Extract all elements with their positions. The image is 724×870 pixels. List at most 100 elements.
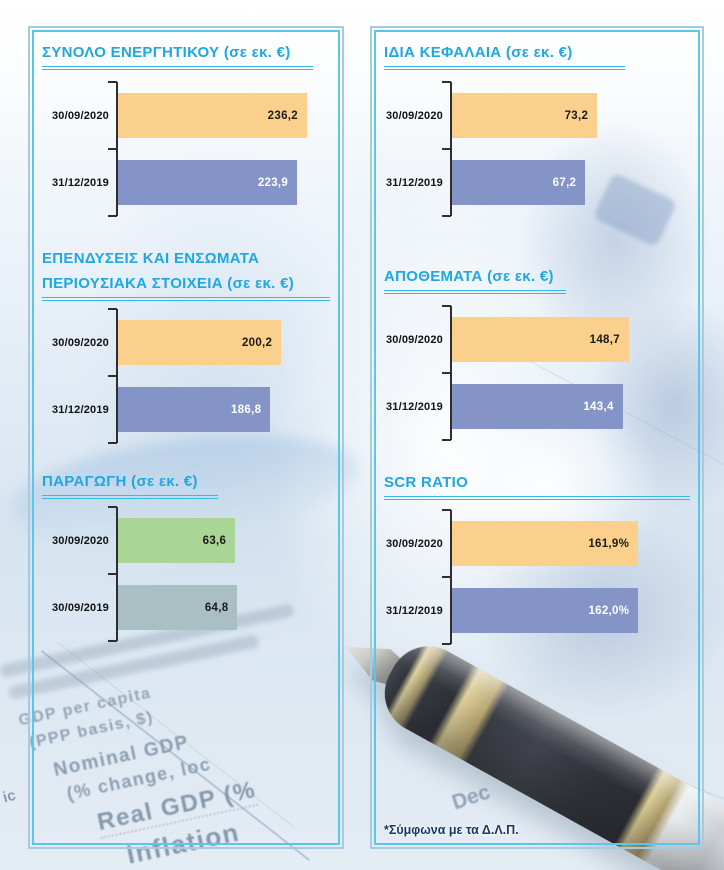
category-label: 31/12/2019 — [385, 604, 443, 617]
axis-tick — [108, 308, 117, 310]
bar: 64,8 — [118, 585, 238, 630]
axis-tick — [442, 509, 451, 511]
bars-area: 63,6 64,8 — [108, 506, 330, 642]
bar-slot: 73,2 — [452, 82, 690, 149]
chart-scr-ratio: SCR RATIO 30/09/2020 31/12/2019 161,9% 162… — [384, 440, 690, 645]
axis-tick — [108, 442, 117, 444]
axis-tick — [108, 506, 117, 508]
category-label: 30/09/2020 — [385, 537, 443, 550]
category-labels: 30/09/2020 31/12/2019 — [42, 309, 116, 443]
bars-area: 148,7 143,4 — [442, 305, 690, 441]
bar: 161,9% — [452, 521, 639, 566]
axis-tick — [108, 640, 117, 642]
bars-area: 73,2 67,2 — [442, 81, 690, 217]
chart-title: SCR RATIO — [384, 470, 690, 500]
category-label: 30/09/2020 — [51, 336, 109, 349]
axis-tick — [108, 81, 117, 83]
bar-plot: 30/09/2020 30/09/2019 63,6 64,8 — [42, 506, 330, 642]
category-labels: 30/09/2020 31/12/2019 — [384, 306, 450, 440]
chart-title: ΣΥΝΟΛΟ ΕΝΕΡΓΗΤΙΚΟΥ (σε εκ. €) — [42, 40, 313, 70]
bar: 67,2 — [452, 160, 586, 205]
category-labels: 30/09/2020 31/12/2019 — [384, 82, 450, 216]
value-label: 162,0% — [588, 604, 630, 617]
bars-area: 200,2 186,8 — [108, 308, 330, 444]
bar: 223,9 — [118, 160, 298, 205]
panel-left-inner: ΣΥΝΟΛΟ ΕΝΕΡΓΗΤΙΚΟΥ (σε εκ. €) 30/09/2020… — [32, 30, 340, 845]
bar-plot: 30/09/2020 31/12/2019 73,2 67,2 — [384, 81, 690, 217]
axis-tick — [108, 375, 117, 377]
bar-slot: 162,0% — [452, 577, 690, 644]
bar-slot: 148,7 — [452, 306, 690, 373]
category-label: 30/09/2020 — [51, 534, 109, 547]
bars-area: 236,2 223,9 — [108, 81, 330, 217]
chart-reserves: ΑΠΟΘΕΜΑΤΑ (σε εκ. €) 30/09/2020 31/12/201… — [384, 216, 690, 441]
axis-tick — [442, 215, 451, 217]
chart-production: ΠΑΡΑΓΩΓΗ (σε εκ. €) 30/09/2020 30/09/2019… — [42, 443, 330, 642]
chart-title: ΑΠΟΘΕΜΑΤΑ (σε εκ. €) — [384, 264, 566, 294]
bar-plot: 30/09/2020 31/12/2019 200,2 186,8 — [42, 308, 330, 444]
bar-slot: 161,9% — [452, 510, 690, 577]
panel-right: ΙΔΙΑ ΚΕΦΑΛΑΙΑ (σε εκ. €) 30/09/2020 31/12… — [370, 26, 704, 849]
panel-right-inner: ΙΔΙΑ ΚΕΦΑΛΑΙΑ (σε εκ. €) 30/09/2020 31/12… — [374, 30, 700, 845]
bars-area: 161,9% 162,0% — [442, 509, 690, 645]
value-label: 64,8 — [204, 601, 229, 614]
value-label: 161,9% — [588, 537, 630, 550]
bar: 186,8 — [118, 387, 271, 432]
axis-tick — [442, 81, 451, 83]
category-label: 30/09/2019 — [51, 601, 109, 614]
value-label: 223,9 — [257, 176, 289, 189]
category-label: 31/12/2019 — [385, 176, 443, 189]
value-label: 200,2 — [241, 336, 273, 349]
axis-tick — [442, 576, 451, 578]
axis-tick — [442, 148, 451, 150]
chart-title: ΕΠΕΝΔΥΣΕΙΣ ΚΑΙ ΕΝΣΩΜΑΤΑ ΠΕΡΙΟΥΣΙΑΚΑ ΣΤΟΙ… — [42, 246, 330, 301]
axis-tick — [108, 215, 117, 217]
value-label: 73,2 — [564, 109, 589, 122]
bar-plot: 30/09/2020 31/12/2019 161,9% 162,0% — [384, 509, 690, 645]
bar: 200,2 — [118, 320, 282, 365]
bar-slot: 236,2 — [118, 82, 330, 149]
bar: 143,4 — [452, 384, 623, 429]
bar-plot: 30/09/2020 31/12/2019 236,2 223,9 — [42, 81, 330, 217]
bar: 162,0% — [452, 588, 639, 633]
category-label: 30/09/2020 — [51, 109, 109, 122]
category-labels: 30/09/2020 31/12/2019 — [42, 82, 116, 216]
axis-tick — [442, 439, 451, 441]
axis-tick — [442, 305, 451, 307]
panel-left: ΣΥΝΟΛΟ ΕΝΕΡΓΗΤΙΚΟΥ (σε εκ. €) 30/09/2020… — [28, 26, 344, 849]
axis-tick — [442, 643, 451, 645]
value-label: 148,7 — [589, 333, 620, 346]
chart-investments: ΕΠΕΝΔΥΣΕΙΣ ΚΑΙ ΕΝΣΩΜΑΤΑ ΠΕΡΙΟΥΣΙΑΚΑ ΣΤΟΙ… — [42, 216, 330, 444]
category-label: 31/12/2019 — [385, 400, 443, 413]
value-label: 236,2 — [267, 109, 298, 122]
category-labels: 30/09/2020 30/09/2019 — [42, 507, 116, 641]
bar-slot: 67,2 — [452, 149, 690, 216]
bar: 236,2 — [118, 93, 307, 138]
value-label: 67,2 — [552, 176, 577, 189]
footnote: *Σύμφωνα με τα Δ.Λ.Π. — [384, 823, 519, 837]
bar-plot: 30/09/2020 31/12/2019 148,7 143,4 — [384, 305, 690, 441]
chart-equity: ΙΔΙΑ ΚΕΦΑΛΑΙΑ (σε εκ. €) 30/09/2020 31/12… — [384, 32, 690, 217]
category-labels: 30/09/2020 31/12/2019 — [384, 510, 450, 644]
chart-total-assets: ΣΥΝΟΛΟ ΕΝΕΡΓΗΤΙΚΟΥ (σε εκ. €) 30/09/2020… — [42, 32, 330, 217]
bar-slot: 200,2 — [118, 309, 330, 376]
newspaper-fragment: ic — [1, 786, 18, 807]
bar-slot: 186,8 — [118, 376, 330, 443]
bar: 148,7 — [452, 317, 629, 362]
value-label: 143,4 — [583, 400, 614, 413]
axis-tick — [108, 148, 117, 150]
category-label: 31/12/2019 — [51, 176, 109, 189]
bar-slot: 223,9 — [118, 149, 330, 216]
bar: 63,6 — [118, 518, 236, 563]
category-label: 30/09/2020 — [385, 109, 443, 122]
bar-slot: 143,4 — [452, 373, 690, 440]
chart-title: ΠΑΡΑΓΩΓΗ (σε εκ. €) — [42, 469, 218, 499]
category-label: 31/12/2019 — [51, 403, 109, 416]
value-label: 63,6 — [202, 534, 227, 547]
bar-slot: 64,8 — [118, 574, 330, 641]
bar-slot: 63,6 — [118, 507, 330, 574]
axis-tick — [442, 372, 451, 374]
bar: 73,2 — [452, 93, 598, 138]
category-label: 30/09/2020 — [385, 333, 443, 346]
